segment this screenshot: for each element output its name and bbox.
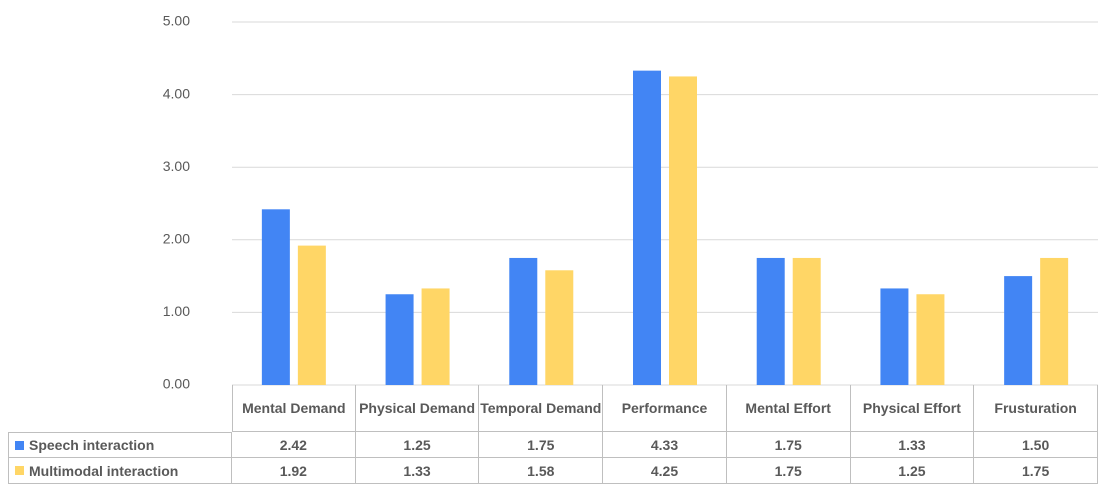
category-label: Mental Effort — [726, 385, 851, 432]
value-label: 1.58 — [479, 458, 604, 484]
bar — [1004, 276, 1033, 385]
category-label: Performance — [603, 385, 727, 432]
bar — [756, 257, 785, 385]
y-tick-label: 5.00 — [163, 13, 190, 29]
value-label: 1.75 — [974, 458, 1098, 484]
value-label: 4.25 — [603, 458, 727, 484]
y-tick-label: 4.00 — [163, 85, 190, 101]
y-tick-label: 3.00 — [163, 158, 190, 174]
y-tick-label: 2.00 — [163, 231, 190, 247]
value-label: 1.75 — [726, 432, 851, 458]
value-label: 1.25 — [355, 432, 480, 458]
bar — [880, 288, 909, 385]
bar — [297, 245, 326, 385]
value-label: 4.33 — [603, 432, 727, 458]
bar — [261, 209, 290, 385]
value-label: 1.75 — [726, 458, 851, 484]
y-tick-label: 0.00 — [163, 376, 190, 392]
value-label: 1.33 — [355, 458, 480, 484]
bar — [385, 294, 414, 385]
bar — [1040, 257, 1069, 385]
legend-swatch — [15, 466, 24, 475]
value-label: 1.50 — [974, 432, 1098, 458]
bar — [545, 270, 574, 385]
value-label: 1.92 — [232, 458, 356, 484]
value-label: 1.33 — [850, 432, 975, 458]
bar — [916, 294, 945, 385]
legend-entry: Speech interaction — [8, 432, 232, 458]
value-label: 2.42 — [232, 432, 356, 458]
bar — [421, 288, 450, 385]
category-label: Physical Effort — [850, 385, 975, 432]
bar — [633, 70, 661, 385]
y-tick-label: 1.00 — [163, 303, 190, 319]
legend-swatch — [15, 440, 24, 450]
category-label: Mental Demand — [232, 385, 356, 432]
value-label: 1.75 — [479, 432, 604, 458]
category-label: Physical Demand — [355, 385, 480, 432]
legend-entry: Multimodal interaction — [8, 458, 232, 484]
legend-label: Speech interaction — [29, 437, 155, 453]
bar — [669, 76, 697, 385]
value-label: 1.25 — [850, 458, 975, 484]
bar — [509, 257, 538, 385]
legend-label: Multimodal interaction — [29, 462, 179, 479]
bar — [792, 257, 821, 385]
category-label: Temporal Demand — [479, 385, 604, 432]
category-label: Frusturation — [974, 385, 1098, 432]
